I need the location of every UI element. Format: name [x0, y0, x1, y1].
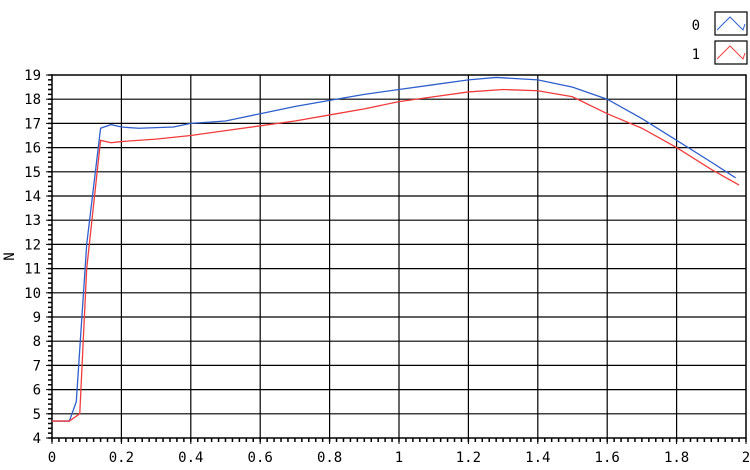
x-tick-label: 1.6 [595, 450, 620, 466]
y-tick-label: 8 [33, 334, 41, 350]
y-tick-label: 17 [24, 116, 41, 132]
x-tick-label: 1.8 [664, 450, 689, 466]
series-line-0 [52, 76, 736, 422]
y-tick-label: 14 [24, 189, 41, 205]
y-tick-label: 15 [24, 165, 41, 181]
legend-label: 0 [692, 18, 700, 34]
x-tick-label: 0.2 [109, 450, 134, 466]
legend-swatch-box [714, 11, 748, 36]
y-tick-label: 18 [24, 92, 41, 108]
x-tick-label: 1 [395, 450, 403, 466]
y-tick-label: 10 [24, 286, 41, 302]
x-tick-label: 1.2 [456, 450, 481, 466]
x-tick-label: 0.6 [248, 450, 273, 466]
y-tick-label: 12 [24, 237, 41, 253]
series-line-1 [52, 88, 740, 422]
y-tick-label: 11 [24, 262, 41, 278]
x-tick-label: 1.4 [525, 450, 550, 466]
y-tick-label: 19 [24, 68, 41, 84]
legend-label: 1 [692, 47, 700, 63]
y-tick-label: 6 [33, 383, 41, 399]
y-tick-label: 13 [24, 213, 41, 229]
legend-line-icon [716, 16, 746, 31]
legend-line-icon [716, 45, 746, 60]
y-tick-label: 5 [33, 407, 41, 423]
x-tick-label: 0.4 [178, 450, 203, 466]
x-tick-label: 0.8 [317, 450, 342, 466]
y-axis-label: N [2, 252, 18, 260]
legend-swatch-box [714, 40, 748, 65]
y-tick-label: 9 [33, 310, 41, 326]
x-tick-label: 2 [742, 450, 750, 466]
y-tick-label: 4 [33, 431, 41, 447]
y-tick-label: 16 [24, 141, 41, 157]
y-tick-label: 7 [33, 358, 41, 374]
x-tick-label: 0 [48, 450, 56, 466]
